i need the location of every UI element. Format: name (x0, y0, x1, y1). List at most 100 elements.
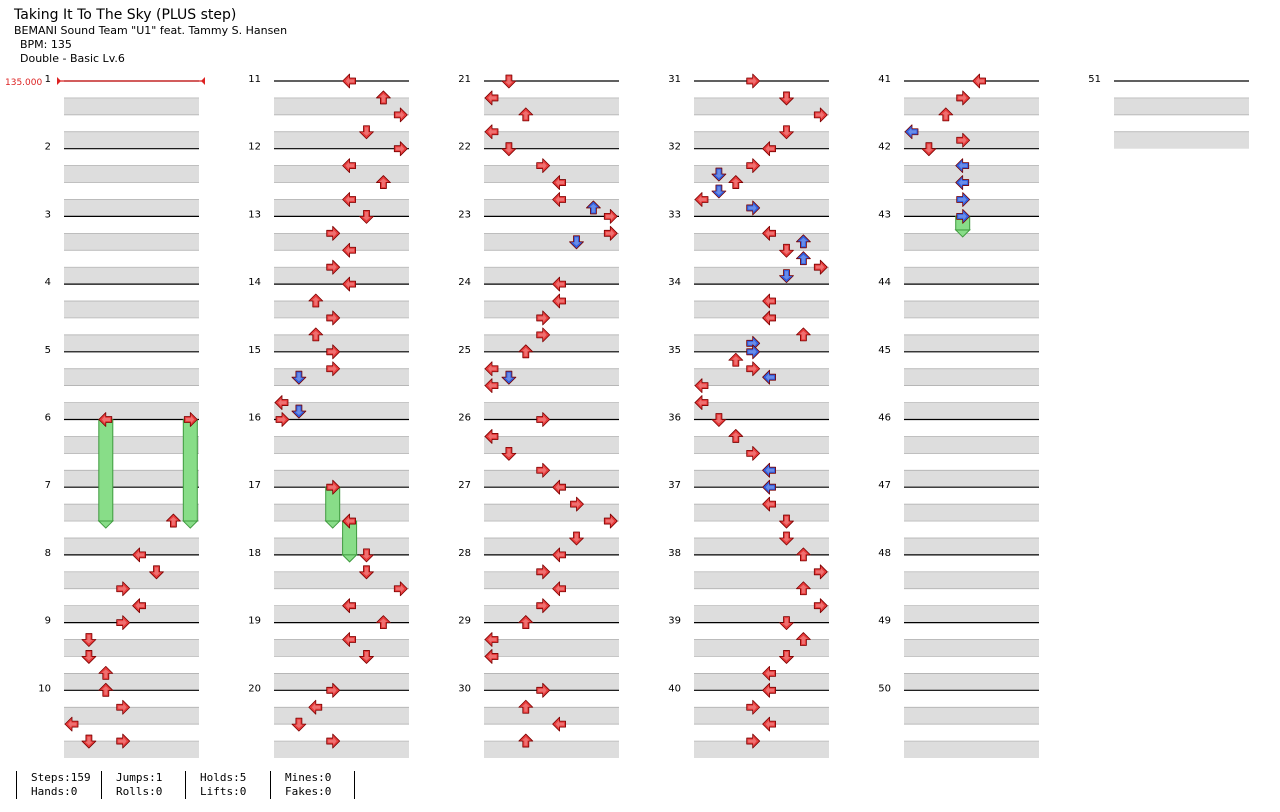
beat-lane-shade (694, 165, 829, 183)
tap-arrow (728, 352, 744, 367)
measure-number: 14 (248, 277, 261, 288)
measure-number: 11 (248, 74, 261, 85)
beat-lane-shade (904, 199, 1039, 217)
beat-lane-shade (484, 131, 619, 149)
beat-lane-shade (694, 402, 829, 420)
beat-lane-shade (694, 504, 829, 522)
holds-count: Holds:5 (200, 771, 247, 784)
beat-lane-shade (904, 741, 1039, 758)
beat-lane-shade (274, 470, 409, 488)
beat-lane-shade (484, 639, 619, 657)
beat-lane-shade (694, 233, 829, 251)
measure-number: 16 (248, 413, 261, 424)
beat-lane-shade (64, 334, 199, 352)
measure-number: 17 (248, 480, 261, 491)
stats-footer: Steps:159 Hands:0 Jumps:1 Rolls:0 Holds:… (12, 771, 362, 799)
beat-lane-shade (484, 504, 619, 522)
beat-lane-shade (484, 368, 619, 386)
beat-lane-shade (64, 741, 199, 758)
step-chart: 1234567891011121314151617181920212223242… (5, 73, 1249, 758)
measure-number: 5 (45, 345, 51, 356)
measure-lanes (64, 80, 1249, 758)
tap-arrow (795, 251, 811, 266)
beat-lane-shade (904, 436, 1039, 454)
beat-lane-shade (274, 436, 409, 454)
beat-lane-shade (694, 537, 829, 555)
beat-lane-shade (274, 165, 409, 183)
fakes-count: Fakes:0 (285, 785, 332, 798)
beat-lane-shade (64, 605, 199, 623)
beat-lane-shade (694, 334, 829, 352)
measure-number: 47 (878, 480, 891, 491)
bpm-change-value: 135.000 (5, 78, 42, 88)
beat-lane-shade (64, 571, 199, 589)
measure-number: 20 (248, 683, 261, 694)
beat-lane-shade (904, 639, 1039, 657)
measure-number: 26 (458, 413, 471, 424)
measure-number: 51 (1088, 74, 1101, 85)
stats-col-mines: Mines:0 Fakes:0 (270, 771, 331, 799)
beat-lane-shade (904, 470, 1039, 488)
jumps-count: Jumps:1 (116, 771, 163, 784)
chart-difficulty: Double - Basic Lv.6 (20, 52, 125, 65)
measure-number: 22 (458, 142, 471, 153)
beat-lane-shade (694, 571, 829, 589)
tap-arrow (342, 73, 357, 89)
measure-number: 42 (878, 142, 891, 153)
beat-lane-shade (904, 571, 1039, 589)
beat-lane-shade (64, 165, 199, 183)
beat-lane-shade (274, 97, 409, 115)
measure-number: 43 (878, 209, 891, 220)
stats-col-holds: Holds:5 Lifts:0 (185, 771, 246, 799)
beat-lane-shade (484, 571, 619, 589)
beat-lane-shade (694, 673, 829, 691)
lifts-count: Lifts:0 (200, 785, 247, 798)
beat-lane-shade (64, 537, 199, 555)
measure-number: 27 (458, 480, 471, 491)
beat-lane-shade (484, 605, 619, 623)
beat-lane-shade (904, 267, 1039, 285)
beat-lane-shade (64, 639, 199, 657)
measure-number: 49 (878, 616, 891, 627)
hold-body (98, 419, 114, 522)
beat-lane-shade (904, 165, 1039, 183)
bpm-change-marker: 135.000 (5, 77, 205, 88)
measure-number: 12 (248, 142, 261, 153)
measure-number: 29 (458, 616, 471, 627)
beat-lane-shade (274, 707, 409, 725)
beat-lane-shade (694, 301, 829, 318)
beat-lane-shade (274, 131, 409, 149)
tap-arrow (746, 73, 761, 89)
measure-number: 38 (668, 548, 681, 559)
measure-number: 45 (878, 345, 891, 356)
beat-lane-shade (274, 233, 409, 251)
measure-number: 24 (458, 277, 471, 288)
beat-lane-shade (64, 233, 199, 251)
measure-number: 46 (878, 413, 891, 424)
beat-lane-shade (484, 707, 619, 725)
measure-number: 10 (38, 683, 51, 694)
hold-notes (97, 215, 971, 563)
stats-col-steps: Steps:159 Hands:0 (16, 771, 91, 799)
beat-lane-shade (904, 97, 1039, 115)
beat-lane-shade (694, 368, 829, 386)
measure-number: 40 (668, 683, 681, 694)
beat-lane-shade (64, 267, 199, 285)
tap-arrow (501, 74, 517, 89)
beat-lane-shade (904, 537, 1039, 555)
bpm-label: BPM: 135 (20, 38, 72, 51)
mines-count: Mines:0 (285, 771, 332, 784)
tap-arrow (972, 73, 987, 89)
hold-tail (324, 520, 341, 529)
song-artist: BEMANI Sound Team "U1" feat. Tammy S. Ha… (14, 24, 288, 37)
beat-lane-shade (274, 301, 409, 318)
measure-number: 18 (248, 548, 261, 559)
measure-number: 2 (45, 142, 51, 153)
measure-number: 13 (248, 209, 261, 220)
hold-tail (954, 229, 971, 238)
measure-number: 35 (668, 345, 681, 356)
beat-lane-shade (274, 199, 409, 217)
measure-number: 28 (458, 548, 471, 559)
hands-count: Hands:0 (31, 785, 78, 798)
measure-number: 19 (248, 616, 261, 627)
